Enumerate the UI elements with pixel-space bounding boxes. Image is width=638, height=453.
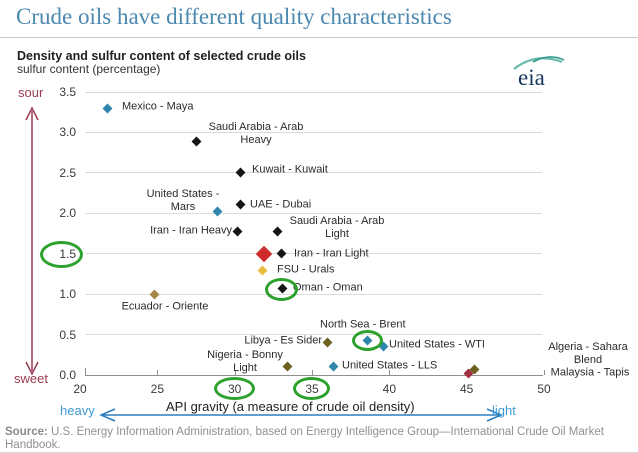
title-divider: [0, 37, 638, 38]
y-tick-label-1.0: 1.0: [59, 287, 76, 302]
light-label: light: [492, 403, 516, 418]
point-urals-label: FSU - Urals: [277, 263, 335, 276]
x-tick-mark-35: [312, 370, 313, 375]
gridline-y-3.5: [85, 91, 542, 93]
point-arab-heavy-label: Saudi Arabia - Arab Heavy: [208, 121, 304, 146]
x-tick-label-40: 40: [382, 382, 396, 396]
x-tick-label-25: 25: [150, 382, 164, 396]
sour-label: sour: [18, 85, 44, 100]
y-tick-label-3.0: 3.0: [59, 125, 76, 140]
x-tick-label-45: 45: [459, 382, 474, 396]
green-circle-annotation-oman-point: [265, 278, 298, 301]
point-lls-marker: [328, 361, 339, 372]
point-iran-heavy-label: Iran - Iran Heavy: [150, 224, 232, 237]
point-kuwait-marker: [235, 167, 246, 177]
x-axis-title: API gravity (a measure of crude oil dens…: [166, 399, 415, 414]
point-arab-light-marker: [273, 226, 283, 237]
point-oman-label: Oman - Oman: [293, 281, 363, 294]
gridline-y-1.0: [85, 293, 542, 295]
point-arab-light-label: Saudi Arabia - Arab Light: [289, 215, 385, 240]
point-dubai-label: UAE - Dubai: [250, 198, 312, 211]
sour-sweet-arrow-icon: [25, 106, 39, 376]
point-brent-label: North Sea - Brent: [320, 318, 406, 331]
point-oriente-label: Ecuador - Oriente: [121, 300, 209, 313]
source-note: Source: U.S. Energy Information Administ…: [5, 426, 633, 452]
x-axis-line: [85, 375, 543, 376]
heavy-light-arrow-icon: [99, 408, 503, 422]
point-es-sider-label: Libya - Es Sider: [244, 334, 322, 347]
x-axis-start-tick: [85, 368, 86, 375]
point-maya-marker: [102, 103, 113, 114]
green-circle-annotation-x-axis-label-35: [293, 377, 330, 400]
gridline-y-2.0: [85, 212, 542, 214]
point-urals-marker: [257, 265, 268, 276]
green-circle-annotation-y-axis-label-1.5: [40, 241, 83, 268]
x-tick-mark-40: [389, 370, 391, 375]
gridline-y-2.5: [85, 172, 542, 174]
y-axis-title: sulfur content (percentage): [17, 62, 161, 76]
point-kuwait-label: Kuwait - Kuwait: [252, 163, 328, 176]
point-maya-label: Mexico - Maya: [122, 100, 194, 113]
gridline-y-0.5: [85, 334, 542, 336]
point-es-sider-marker: [322, 337, 333, 348]
point-bonny-label: Nigeria - Bonny Light: [207, 349, 283, 374]
y-tick-label-3.5: 3.5: [59, 85, 76, 99]
x-tick-label-20: 20: [73, 382, 87, 396]
chart-subtitle: Density and sulfur content of selected c…: [17, 49, 306, 63]
gridline-y-3.0: [85, 131, 542, 133]
point-iran-light-label: Iran - Iran Light: [294, 247, 369, 260]
y-tick-label-0.5: 0.5: [59, 327, 76, 342]
x-tick-mark-30: [234, 370, 236, 375]
point-mars-label: United States - Mars: [146, 188, 220, 213]
point-bonny-marker: [282, 361, 293, 372]
y-tick-label-2.0: 2.0: [59, 206, 76, 221]
eia-logo-swoosh-icon: eia: [513, 56, 565, 90]
point-oriente-marker: [149, 289, 160, 300]
heavy-label: heavy: [60, 403, 95, 418]
x-tick-label-50: 50: [537, 382, 551, 396]
page-title: Crude oils have different quality charac…: [16, 4, 452, 29]
sweet-label: sweet: [14, 371, 48, 386]
green-circle-annotation-x-axis-label-30: [214, 377, 255, 400]
x-tick-mark-50: [544, 370, 545, 375]
eia-logo: eia: [506, 48, 570, 97]
point-iran-light-marker: [276, 248, 287, 259]
eia-logo-text: eia: [518, 65, 545, 90]
gridline-y-1.5: [85, 253, 542, 255]
y-tick-label-0.0: 0.0: [59, 368, 76, 382]
x-tick-mark-25: [157, 370, 159, 375]
point-sahara-label: Algeria - Sahara Blend: [548, 341, 628, 366]
source-text: U.S. Energy Information Administration, …: [5, 426, 604, 451]
point-dubai-marker: [235, 199, 246, 210]
green-circle-annotation-brent-wti-points: [352, 330, 383, 351]
source-label: Source:: [5, 426, 48, 438]
y-tick-label-2.5: 2.5: [59, 165, 76, 180]
point-iran-heavy-marker: [232, 226, 243, 237]
point-arab-heavy-marker: [191, 136, 201, 147]
point-lls-label: United States - LLS: [342, 359, 438, 372]
point-tapis-label: Malaysia - Tapis: [550, 366, 630, 379]
point-mars-marker: [212, 206, 223, 217]
point-wti-label: United States - WTI: [389, 338, 485, 351]
